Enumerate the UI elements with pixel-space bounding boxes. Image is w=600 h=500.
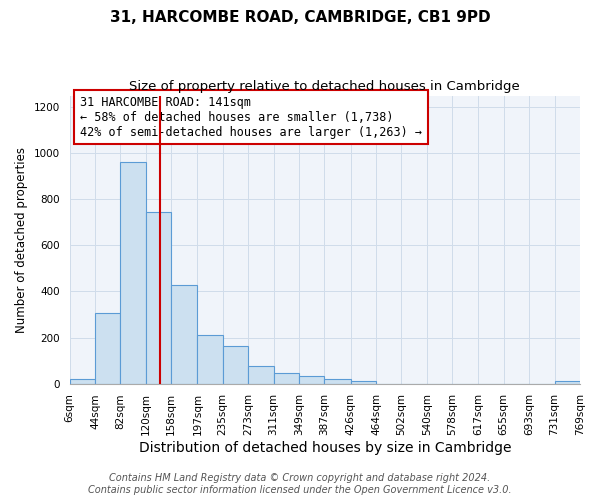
Bar bbox=[350, 382, 376, 384]
Title: Size of property relative to detached houses in Cambridge: Size of property relative to detached ho… bbox=[130, 80, 520, 93]
Bar bbox=[171, 284, 197, 384]
X-axis label: Distribution of detached houses by size in Cambridge: Distribution of detached houses by size … bbox=[139, 441, 511, 455]
Y-axis label: Number of detached properties: Number of detached properties bbox=[15, 146, 28, 332]
Bar bbox=[325, 380, 350, 384]
Text: 31, HARCOMBE ROAD, CAMBRIDGE, CB1 9PD: 31, HARCOMBE ROAD, CAMBRIDGE, CB1 9PD bbox=[110, 10, 490, 25]
Text: Contains HM Land Registry data © Crown copyright and database right 2024.
Contai: Contains HM Land Registry data © Crown c… bbox=[88, 474, 512, 495]
Bar bbox=[223, 346, 248, 384]
Bar bbox=[197, 335, 223, 384]
Bar bbox=[299, 376, 325, 384]
Bar bbox=[95, 314, 121, 384]
Bar bbox=[121, 162, 146, 384]
Bar bbox=[146, 212, 171, 384]
Text: 31 HARCOMBE ROAD: 141sqm
← 58% of detached houses are smaller (1,738)
42% of sem: 31 HARCOMBE ROAD: 141sqm ← 58% of detach… bbox=[80, 96, 422, 138]
Bar bbox=[274, 372, 299, 384]
Bar bbox=[70, 379, 95, 384]
Bar bbox=[248, 366, 274, 384]
Bar bbox=[554, 382, 580, 384]
